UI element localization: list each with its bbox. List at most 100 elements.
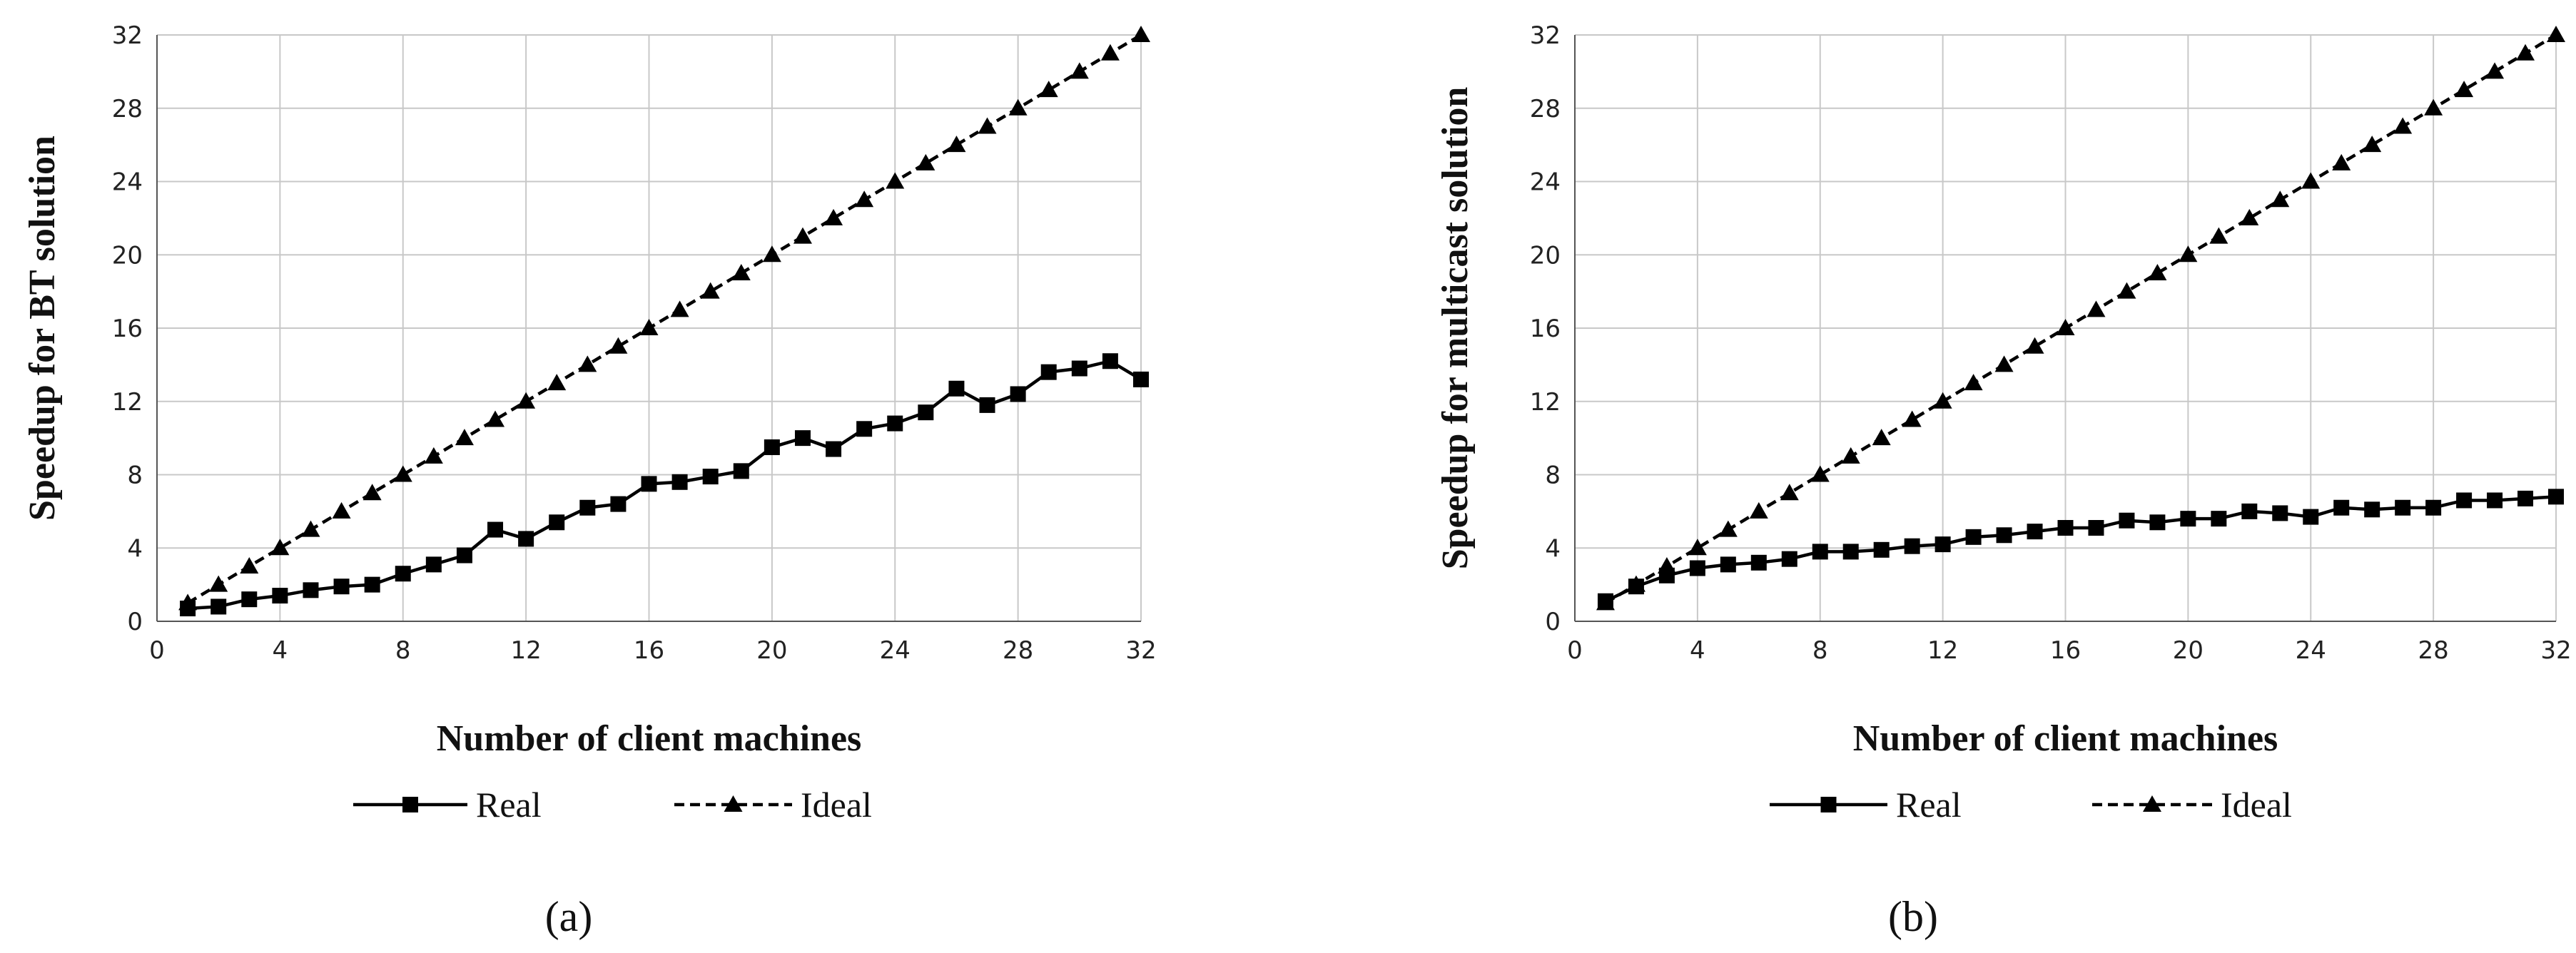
square-marker — [2088, 519, 2104, 536]
triangle-marker — [547, 374, 567, 391]
square-marker — [456, 547, 472, 564]
legend-marker — [1820, 797, 1837, 812]
square-marker — [364, 576, 380, 593]
triangle-marker — [1008, 98, 1028, 116]
square-marker — [2517, 490, 2534, 506]
triangle-marker — [609, 337, 628, 354]
square-marker — [948, 380, 965, 397]
triangle-marker — [1718, 520, 1738, 537]
y-tick-label: 12 — [112, 388, 143, 417]
triangle-marker — [670, 300, 689, 317]
square-marker — [2395, 499, 2411, 516]
triangle-marker — [362, 484, 382, 501]
caption: (b) — [1888, 893, 1938, 940]
y-axis-title: Speedup for BT solution — [22, 136, 63, 521]
square-marker — [1750, 554, 1767, 571]
square-marker — [2149, 514, 2166, 531]
legend-label: Ideal — [2221, 785, 2292, 825]
square-marker — [518, 531, 534, 547]
triangle-marker — [2240, 208, 2259, 225]
triangle-marker — [1596, 593, 1615, 611]
triangle-marker — [2516, 44, 2535, 61]
triangle-marker — [639, 319, 659, 335]
square-marker — [1934, 536, 1951, 553]
triangle-marker — [424, 447, 443, 464]
square-marker — [1873, 541, 1890, 558]
triangle-marker — [701, 282, 720, 299]
square-marker — [1071, 360, 1087, 377]
legend-marker — [402, 797, 418, 812]
x-tick-label: 20 — [2173, 636, 2204, 665]
x-axis-title: Number of client machines — [1853, 718, 2278, 759]
x-tick-label: 4 — [1690, 636, 1705, 665]
y-tick-label: 16 — [112, 315, 143, 343]
square-marker — [1010, 386, 1026, 402]
triangle-marker — [1657, 556, 1676, 574]
y-tick-label: 24 — [112, 168, 143, 197]
square-marker — [641, 476, 657, 492]
square-marker — [2241, 503, 2258, 519]
triangle-marker — [1780, 484, 1799, 501]
triangle-marker — [2547, 26, 2565, 42]
y-tick-label: 32 — [112, 21, 143, 50]
y-tick-label: 12 — [1530, 388, 1561, 417]
x-tick-label: 0 — [149, 636, 165, 665]
triangle-marker — [1688, 539, 1707, 556]
square-marker — [1689, 560, 1705, 576]
triangle-marker — [209, 575, 228, 592]
x-tick-label: 0 — [1567, 636, 1583, 665]
square-marker — [887, 415, 903, 432]
square-marker — [211, 598, 227, 615]
series-line — [186, 34, 1142, 605]
square-marker — [241, 591, 258, 608]
square-marker — [2272, 505, 2288, 521]
x-tick-label: 24 — [880, 636, 911, 665]
series-line — [1604, 495, 2557, 603]
x-tick-label: 24 — [2296, 636, 2326, 665]
triangle-marker — [2301, 172, 2321, 189]
x-tick-label: 4 — [273, 636, 288, 665]
triangle-marker — [1872, 429, 1891, 446]
square-marker — [487, 521, 504, 538]
triangle-marker — [1810, 465, 1830, 482]
triangle-marker — [2179, 245, 2198, 263]
square-marker — [1842, 544, 1859, 560]
caption: (a) — [545, 893, 593, 940]
square-marker — [764, 439, 780, 455]
triangle-marker — [578, 355, 597, 372]
triangle-marker — [240, 556, 259, 574]
triangle-marker — [2424, 98, 2443, 116]
y-tick-label: 4 — [127, 534, 143, 563]
square-marker — [272, 588, 288, 604]
x-tick-label: 8 — [395, 636, 411, 665]
square-marker — [579, 499, 596, 516]
triangle-marker — [2271, 190, 2290, 208]
triangle-marker — [1933, 392, 1952, 409]
square-marker — [2211, 511, 2227, 527]
triangle-marker — [1100, 44, 1120, 61]
square-marker — [733, 463, 749, 479]
triangle-marker — [1994, 355, 2014, 372]
triangle-marker — [178, 593, 198, 611]
triangle-marker — [301, 520, 320, 537]
square-marker — [395, 566, 411, 582]
y-tick-label: 20 — [1530, 241, 1561, 270]
square-marker — [333, 579, 350, 595]
x-tick-label: 28 — [2418, 636, 2448, 665]
triangle-marker — [1841, 447, 1860, 464]
y-tick-label: 8 — [127, 462, 143, 490]
triangle-marker — [2455, 81, 2474, 98]
square-marker — [2425, 499, 2442, 516]
triangle-marker — [2117, 282, 2136, 299]
triangle-marker — [1964, 374, 1983, 391]
y-tick-label: 8 — [1545, 462, 1561, 490]
triangle-marker — [1070, 62, 1089, 79]
triangle-marker — [455, 429, 474, 446]
triangle-marker — [1039, 81, 1058, 98]
legend-label: Real — [476, 785, 542, 825]
square-marker — [2364, 501, 2380, 518]
triangle-marker — [2209, 227, 2228, 244]
square-marker — [2119, 512, 2135, 529]
square-marker — [303, 582, 319, 598]
